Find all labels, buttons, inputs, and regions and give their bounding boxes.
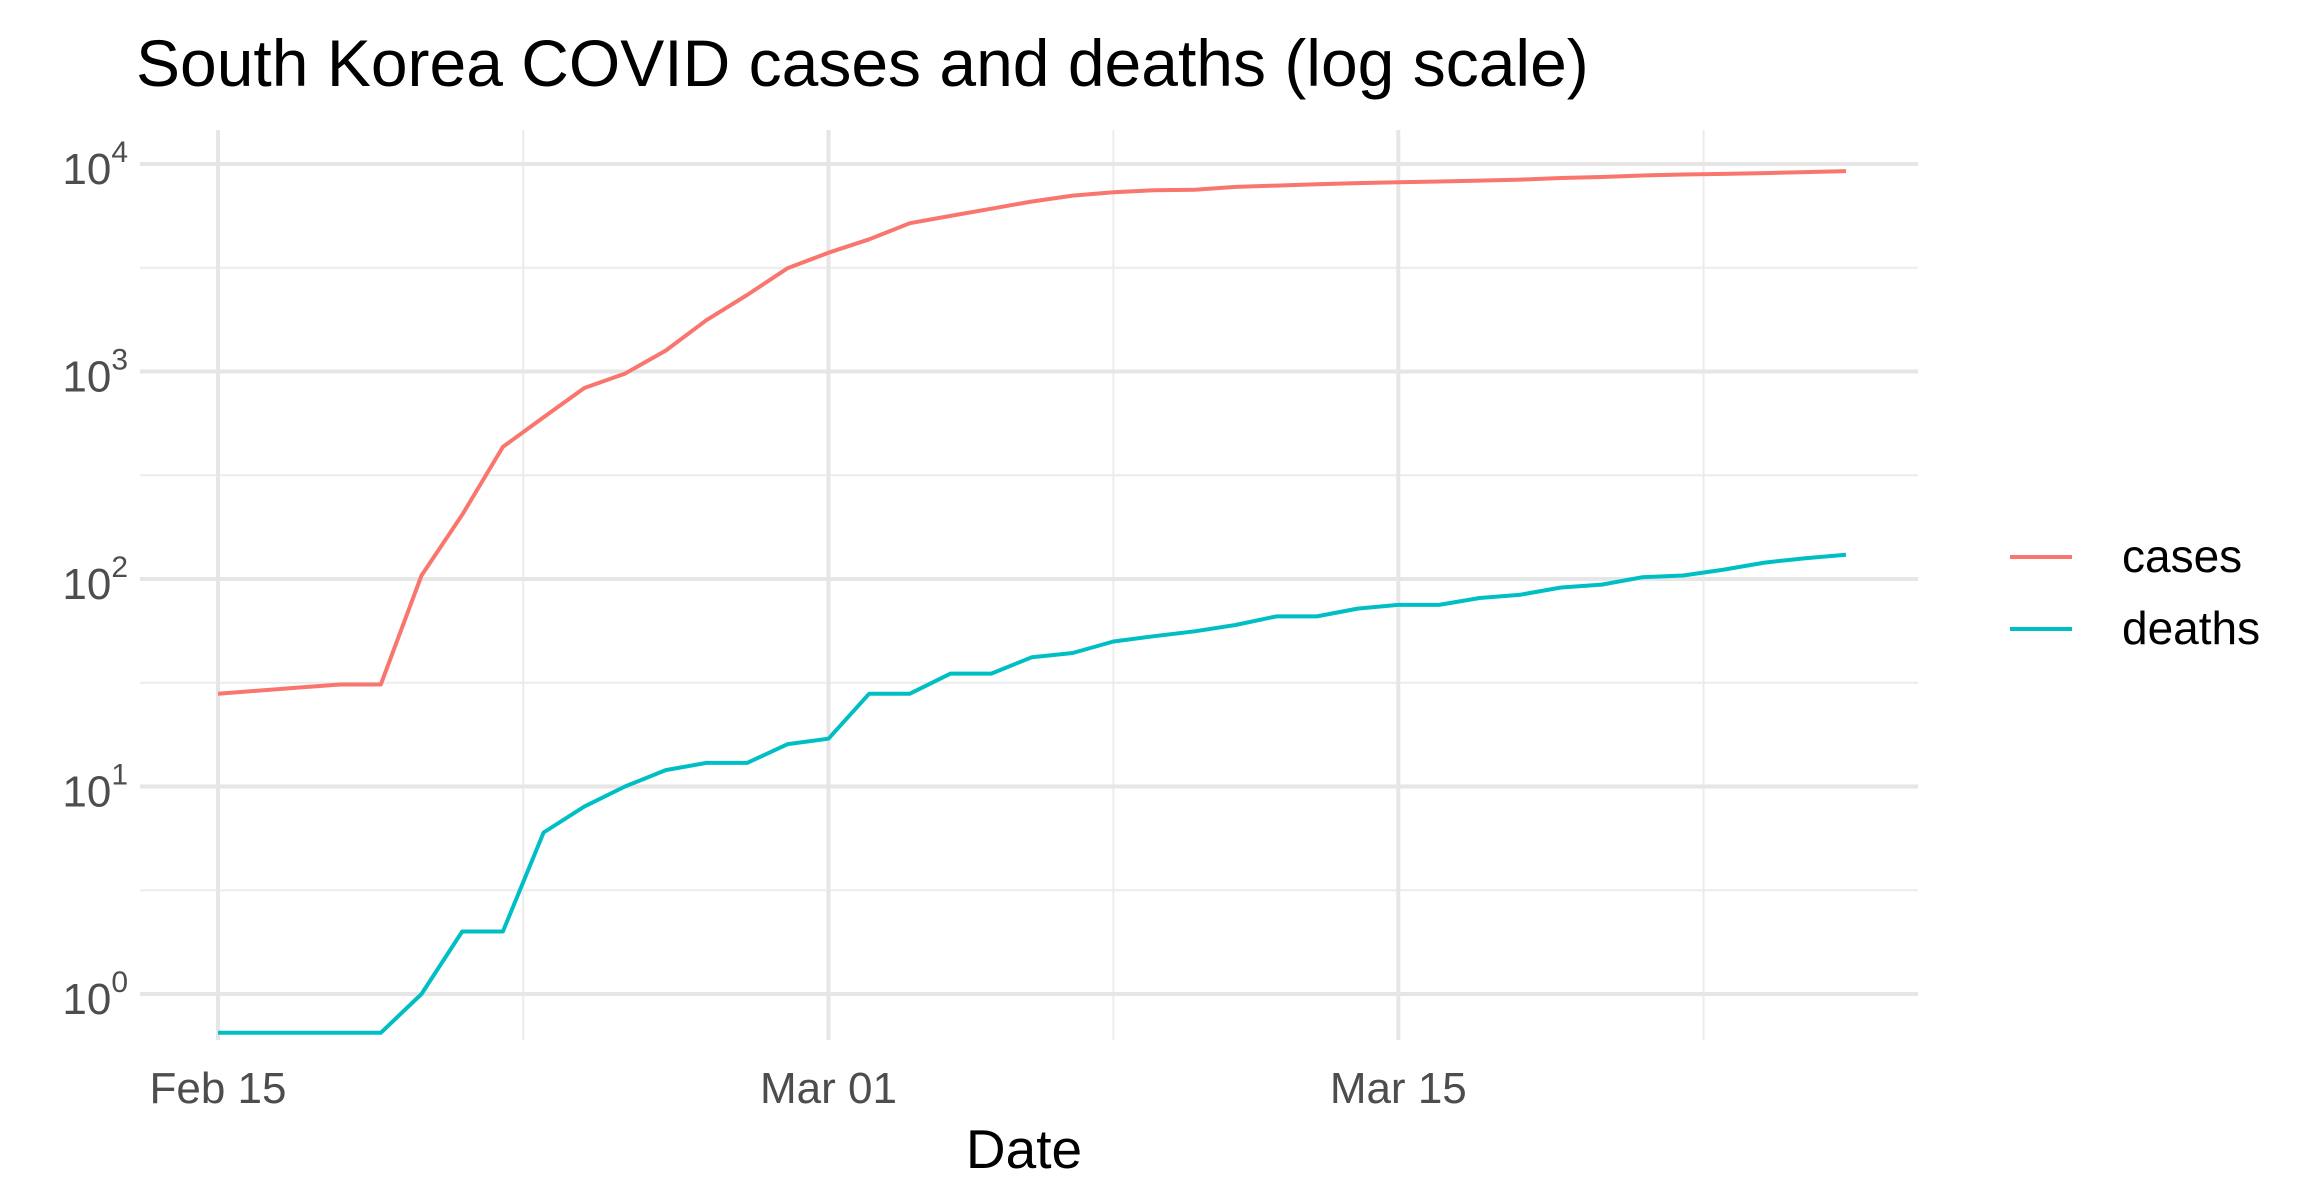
x-axis-tick-labels: Feb 15 Mar 01 Mar 15 [150, 1064, 1467, 1113]
y-tick-label: 103 [62, 344, 128, 402]
y-tick-exponent: 4 [111, 136, 128, 169]
y-tick-label: 102 [62, 551, 128, 609]
major-gridlines [140, 130, 1918, 1040]
y-tick-label: 101 [62, 759, 128, 817]
x-axis-title: Date [966, 1118, 1082, 1180]
y-tick-label: 104 [62, 136, 128, 194]
y-tick-base: 10 [62, 560, 111, 609]
y-tick-base: 10 [62, 145, 111, 194]
y-tick-exponent: 1 [111, 759, 128, 792]
legend-item-deaths: deaths [2010, 600, 2290, 660]
x-tick-label: Mar 15 [1330, 1064, 1467, 1113]
cases-series-line [217, 169, 1847, 696]
legend-label: deaths [2122, 602, 2261, 654]
minor-gridlines [140, 130, 1918, 1040]
y-tick-base: 10 [62, 975, 111, 1024]
y-tick-label: 100 [62, 966, 128, 1024]
x-tick-label: Feb 15 [150, 1064, 287, 1113]
legend-label: cases [2122, 530, 2243, 582]
legend-item-cases: cases [2010, 528, 2290, 588]
y-tick-exponent: 2 [111, 551, 128, 584]
y-tick-base: 10 [62, 353, 111, 402]
chart-title: South Korea COVID cases and deaths (log … [136, 26, 1589, 100]
y-tick-exponent: 0 [111, 966, 128, 999]
y-tick-base: 10 [62, 768, 111, 817]
deaths-series-line [218, 552, 1847, 1035]
series-lines [217, 169, 1847, 1035]
legend-swatch [2010, 627, 2072, 631]
legend-swatch [2010, 555, 2072, 559]
y-tick-exponent: 3 [111, 344, 128, 377]
x-tick-label: Mar 01 [760, 1064, 897, 1113]
